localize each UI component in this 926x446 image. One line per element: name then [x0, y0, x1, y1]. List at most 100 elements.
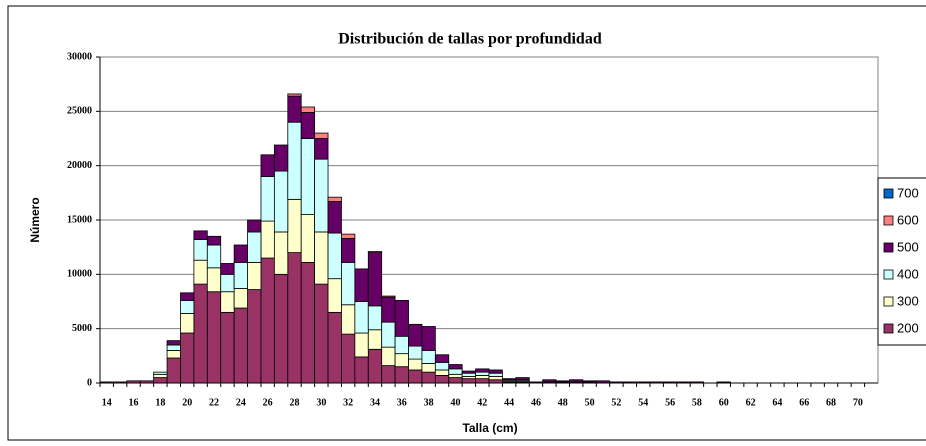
x-tick-label: 42: [477, 397, 487, 408]
legend-label: 500: [897, 239, 919, 254]
bar-segment: [273, 144, 289, 172]
bar-segment: [448, 373, 463, 378]
bar-segment: [421, 363, 436, 373]
bar-segment: [408, 369, 423, 384]
bar-segment: [180, 292, 195, 301]
bar-segment: [582, 380, 597, 383]
bar-segment: [300, 214, 316, 263]
bar-segment: [206, 291, 222, 384]
bar-segment: [247, 261, 262, 290]
bar-segment: [408, 358, 423, 371]
y-axis-label: Número: [28, 197, 42, 242]
bar-segment: [475, 374, 490, 380]
bar-segment: [461, 370, 476, 374]
y-tick-label: 30000: [67, 51, 92, 62]
bar-segment: [448, 364, 463, 370]
bar-segment: [166, 340, 181, 346]
y-tick-label: 10000: [67, 269, 92, 280]
legend-swatch: [883, 269, 894, 280]
x-tick-label: 70: [853, 397, 863, 408]
chart-title: Distribución de tallas por profundidad: [338, 31, 602, 48]
x-tick-label: 30: [316, 397, 326, 408]
y-tick-label: 0: [87, 377, 92, 388]
bar-segment: [166, 357, 181, 384]
x-tick-label: 64: [772, 397, 782, 408]
bar-segment: [260, 220, 275, 259]
bar-segment: [206, 235, 222, 246]
bar-segment: [555, 380, 570, 383]
bar-segment: [327, 232, 342, 280]
bar-segment: [394, 366, 409, 384]
legend-swatch: [883, 296, 894, 307]
bar-segment: [367, 329, 383, 350]
bar-segment: [287, 198, 302, 253]
y-tick-label: 15000: [67, 214, 92, 225]
bar-segment: [206, 244, 222, 269]
legend-swatch: [883, 188, 894, 199]
bar-segment: [341, 261, 356, 306]
bar-segment: [300, 112, 316, 139]
bar-segment: [341, 233, 356, 239]
bar-segment: [502, 378, 517, 381]
bar-segment: [488, 372, 503, 377]
x-tick-label: 32: [343, 397, 353, 408]
x-tick-label: 54: [638, 397, 648, 408]
bar-segment: [475, 368, 490, 373]
x-tick-label: 34: [370, 397, 380, 408]
bar-segment: [327, 196, 342, 202]
bar-segment: [287, 95, 302, 123]
bar-segment: [461, 378, 476, 384]
bar-segment: [394, 353, 409, 368]
bar-segment: [354, 301, 369, 334]
bar-segment: [367, 251, 383, 254]
bar-segment: [233, 244, 248, 263]
legend-box: [877, 177, 926, 346]
bar-segment: [206, 267, 222, 293]
bar-segment: [287, 252, 302, 384]
x-tick-label: 50: [585, 397, 595, 408]
bar-segment: [220, 273, 235, 293]
bar-segment: [381, 346, 396, 367]
bar-segment: [381, 295, 396, 298]
bar-segment: [287, 93, 302, 97]
bar-segment: [475, 378, 490, 384]
bar-segment: [300, 261, 316, 384]
bar-segment: [220, 291, 235, 313]
bar-segment: [193, 230, 208, 240]
bar-segment: [327, 201, 342, 234]
bar-segment: [273, 170, 289, 233]
bar-segment: [421, 326, 436, 351]
x-tick-label: 62: [746, 397, 756, 408]
x-tick-label: 40: [450, 397, 460, 408]
bar-segment: [193, 239, 208, 261]
x-tick-label: 36: [397, 397, 407, 408]
bar-segment: [314, 138, 329, 160]
legend-label: 700: [897, 185, 919, 200]
bar-segment: [461, 372, 476, 377]
bar-segment: [434, 374, 450, 384]
bar-segment: [314, 132, 329, 139]
bar-segment: [300, 106, 316, 113]
x-tick-label: 56: [665, 397, 675, 408]
bar-segment: [180, 300, 195, 314]
bar-segment: [381, 296, 396, 323]
x-tick-label: 18: [155, 397, 165, 408]
bar-segment: [408, 323, 423, 347]
bar-segment: [448, 377, 463, 384]
bar-segment: [180, 313, 195, 334]
bar-segment: [247, 219, 262, 233]
bar-segment: [367, 305, 383, 331]
bar-segment: [153, 377, 168, 384]
bar-segment: [327, 311, 342, 384]
legend-swatch: [883, 215, 894, 226]
y-tick-label: 20000: [67, 160, 92, 171]
bar-segment: [408, 345, 423, 360]
legend-swatch: [883, 242, 894, 253]
x-tick-label: 16: [129, 397, 139, 408]
x-tick-label: 68: [826, 397, 836, 408]
x-tick-label: 58: [692, 397, 702, 408]
bar-segment: [421, 349, 436, 364]
bar-segment: [394, 335, 409, 355]
bar-segment: [233, 307, 248, 384]
